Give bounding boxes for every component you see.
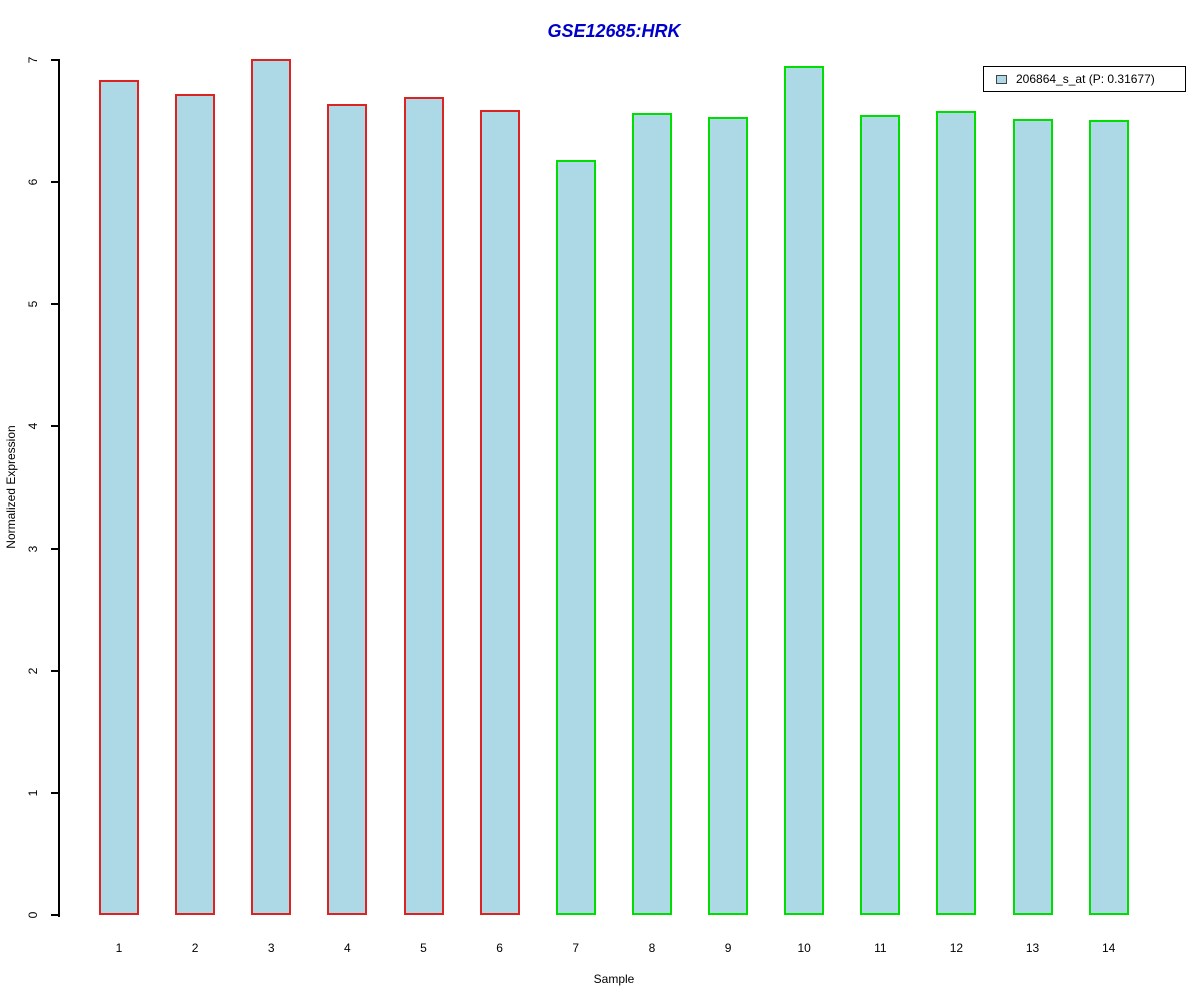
y-tick-mark (51, 791, 58, 794)
bar-sample-3 (251, 58, 292, 915)
legend-swatch-icon (996, 74, 1007, 84)
x-tick-label: 1 (115, 941, 123, 955)
y-tick-mark (51, 425, 58, 428)
x-tick-label: 14 (1102, 941, 1116, 955)
x-tick-label: 7 (572, 941, 580, 955)
bar-sample-10 (784, 66, 825, 915)
y-tick-label: 2 (26, 667, 40, 675)
y-tick-label: 0 (26, 911, 40, 919)
bar-sample-6 (479, 110, 520, 915)
y-tick-mark (51, 914, 58, 916)
bar-sample-1 (99, 79, 139, 915)
x-tick-label: 5 (420, 941, 427, 955)
x-tick-label: 2 (191, 941, 199, 955)
y-tick-mark (51, 59, 58, 61)
y-tick-mark (51, 547, 58, 550)
chart-title: GSE12685:HRK (547, 21, 681, 41)
bar-sample-4 (327, 103, 368, 915)
y-tick-label: 5 (26, 300, 40, 308)
y-tick-label: 1 (26, 789, 40, 797)
legend: 206864_s_at (P: 0.31677) (983, 66, 1186, 92)
x-tick-label: 4 (344, 941, 351, 955)
bar-sample-12 (936, 111, 977, 915)
x-tick-label: 9 (724, 941, 732, 955)
y-tick-mark (51, 669, 58, 672)
x-tick-label: 3 (267, 941, 275, 955)
y-tick-label: 6 (26, 178, 40, 186)
y-axis-line (58, 59, 60, 917)
x-tick-label: 10 (797, 941, 811, 955)
x-tick-label: 6 (496, 941, 503, 955)
bar-sample-11 (860, 114, 901, 915)
y-tick-mark (51, 303, 58, 306)
x-tick-label: 12 (949, 941, 964, 955)
bar-sample-13 (1012, 118, 1053, 915)
x-tick-label: 11 (874, 941, 887, 955)
bar-sample-8 (631, 112, 672, 915)
bar-sample-14 (1088, 119, 1129, 915)
y-axis-title: Normalized Expression (4, 425, 18, 549)
y-tick-label: 3 (26, 545, 40, 552)
bar-sample-5 (403, 96, 444, 915)
bar-sample-7 (555, 160, 596, 915)
y-tick-mark (51, 181, 58, 184)
x-tick-label: 8 (648, 941, 656, 955)
bar-sample-9 (708, 117, 749, 915)
y-tick-label: 7 (26, 56, 40, 64)
y-tick-label: 4 (26, 423, 40, 430)
x-tick-label: 13 (1025, 941, 1040, 955)
legend-label: 206864_s_at (P: 0.31677) (1016, 72, 1155, 86)
bar-sample-2 (175, 94, 216, 915)
x-axis-title: Sample (593, 972, 635, 986)
